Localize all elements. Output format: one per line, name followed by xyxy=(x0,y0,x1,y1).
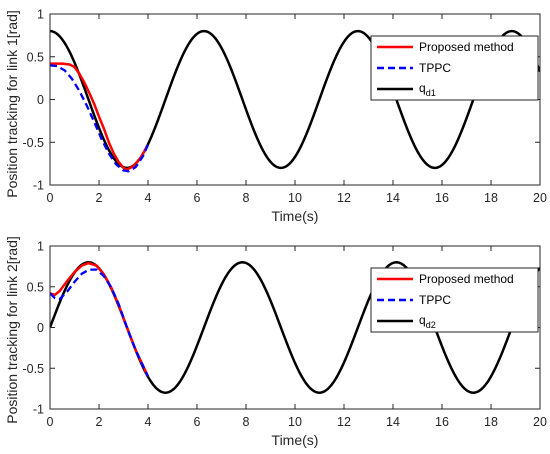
x-tick-label: 10 xyxy=(288,191,302,205)
x-tick-label: 0 xyxy=(47,415,54,429)
y-tick-label: 1 xyxy=(37,240,44,254)
x-tick-label: 10 xyxy=(288,415,302,429)
legend-label-1: Proposed method xyxy=(419,272,514,286)
y-tick-label: 1 xyxy=(37,8,44,22)
x-tick-label: 14 xyxy=(386,415,400,429)
legend-label-1: Proposed method xyxy=(419,40,514,54)
legend-label-subscript: d1 xyxy=(426,88,436,98)
legend-label-subscript: d2 xyxy=(426,320,436,330)
y-axis-label: Position tracking for link 1[rad] xyxy=(4,10,20,198)
legend-label-3: qd1 xyxy=(419,81,436,98)
x-tick-label: 18 xyxy=(484,191,498,205)
legend-label-2: TPPC xyxy=(419,293,451,307)
chart-panel-1: 0 2 4 6 8 10 12 14 16 18 20 -1 -0.5 0 0.5 1 Time(s) Posit… xyxy=(4,8,547,225)
y-tick-label: 0.5 xyxy=(27,50,44,64)
y-tick-label: 0.5 xyxy=(27,280,44,294)
legend-label-main: q xyxy=(419,81,426,95)
x-tick-label: 16 xyxy=(435,191,449,205)
y-tick-label: -0.5 xyxy=(22,362,44,376)
x-tick-label: 18 xyxy=(484,415,498,429)
x-tick-label: 4 xyxy=(145,415,152,429)
x-tick-label: 6 xyxy=(194,415,201,429)
y-tick-label: -1 xyxy=(33,179,44,193)
y-tick-label: -0.5 xyxy=(22,136,44,150)
x-tick-label: 2 xyxy=(96,191,103,205)
y-axis-label: Position tracking for link 2[rad] xyxy=(4,236,20,424)
x-tick-label: 20 xyxy=(533,191,547,205)
x-tick-label: 4 xyxy=(145,191,152,205)
x-tick-label: 8 xyxy=(243,191,250,205)
series-line-proposed-method xyxy=(50,62,150,172)
x-axis-label: Time(s) xyxy=(272,208,319,224)
x-tick-label: 12 xyxy=(337,415,351,429)
y-tick-label: -1 xyxy=(33,403,44,417)
y-tick-label: 0 xyxy=(37,93,44,107)
x-tick-label: 20 xyxy=(533,415,547,429)
y-tick-label: 0 xyxy=(37,321,44,335)
chart-panel-2: 0 2 4 6 8 10 12 14 16 18 20 -1 -0.5 0 0.5 1 Time(s) Posit… xyxy=(4,236,547,448)
series-line-tppc xyxy=(50,64,150,173)
x-tick-label: 2 xyxy=(96,415,103,429)
x-tick-label: 14 xyxy=(386,191,400,205)
legend-label-main: q xyxy=(419,313,426,327)
series-line-tppc xyxy=(50,268,150,377)
x-tick-label: 16 xyxy=(435,415,449,429)
x-axis-label: Time(s) xyxy=(272,432,319,448)
x-tick-label: 12 xyxy=(337,191,351,205)
legend-label-2: TPPC xyxy=(419,61,451,75)
legend: Proposed method TPPC qd2 xyxy=(370,267,539,333)
x-tick-label: 8 xyxy=(243,415,250,429)
legend: Proposed method TPPC qd1 xyxy=(370,35,539,101)
x-tick-label: 6 xyxy=(194,191,201,205)
x-tick-label: 0 xyxy=(47,191,54,205)
legend-label-3: qd2 xyxy=(419,313,436,330)
